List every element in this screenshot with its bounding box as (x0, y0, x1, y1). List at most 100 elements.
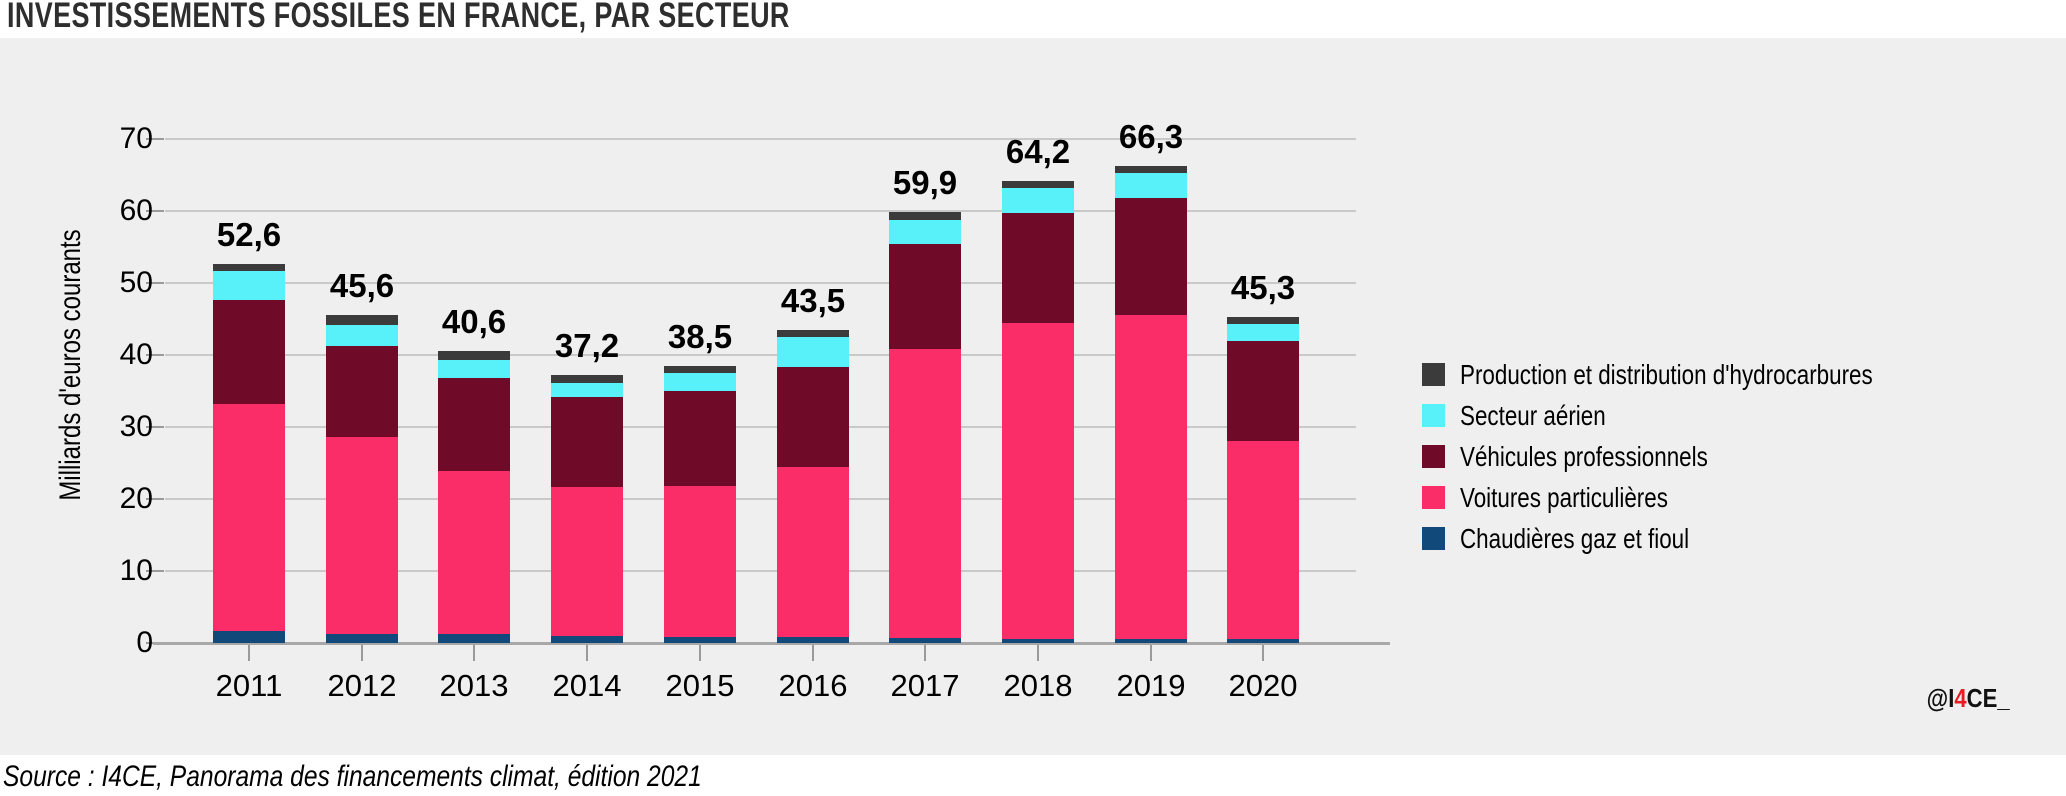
x-tick-2011 (248, 645, 250, 661)
x-tick-2020 (1262, 645, 1264, 661)
legend-item: Voitures particulières (1422, 482, 1976, 513)
watermark: @I4CE_ (1927, 683, 2010, 714)
bar-segment-2019 (1115, 315, 1187, 639)
bar-segment-2016 (777, 367, 849, 467)
legend-label: Voitures particulières (1460, 481, 1668, 513)
x-tick-2015 (699, 645, 701, 661)
y-tick-label-70: 70 (119, 122, 153, 155)
bar-segment-2014 (551, 636, 623, 643)
bar-segment-2011 (213, 631, 285, 643)
bar-segment-2018 (1002, 639, 1074, 643)
x-tick-label-2019: 2019 (1116, 668, 1186, 703)
bar-segment-2016 (777, 337, 849, 367)
bar-segment-2013 (438, 351, 510, 360)
x-tick-label-2012: 2012 (327, 668, 397, 703)
bar-segment-2014 (551, 397, 623, 487)
x-tick-2013 (473, 645, 475, 661)
legend-label: Véhicules professionnels (1460, 440, 1708, 472)
legend-label: Chaudières gaz et fioul (1460, 522, 1690, 554)
bar-segment-2014 (551, 383, 623, 397)
watermark-prefix: @I (1927, 683, 1955, 713)
source-caption: Source : I4CE, Panorama des financements… (3, 760, 702, 793)
x-tick-label-2018: 2018 (1003, 668, 1073, 703)
legend-swatch-icon (1422, 445, 1445, 468)
y-tick-50 (146, 282, 164, 284)
bar-segment-2013 (438, 378, 510, 471)
x-tick-2017 (924, 645, 926, 661)
y-tick-70 (146, 138, 164, 140)
legend-swatch-icon (1422, 527, 1445, 550)
bar-segment-2011 (213, 264, 285, 271)
y-tick-label-50: 50 (119, 266, 153, 299)
x-tick-2018 (1037, 645, 1039, 661)
x-tick-label-2017: 2017 (890, 668, 960, 703)
bar-total-label: 64,2 (1005, 133, 1071, 170)
bar-segment-2019 (1115, 198, 1187, 315)
y-tick-40 (146, 354, 164, 356)
bar-segment-2019 (1115, 173, 1187, 198)
x-tick-2019 (1150, 645, 1152, 661)
x-axis-line (153, 642, 1390, 645)
bar-segment-2011 (213, 271, 285, 300)
bar-segment-2013 (438, 360, 510, 378)
y-tick-label-20: 20 (119, 482, 153, 515)
legend-label: Secteur aérien (1460, 399, 1606, 431)
bar-total-label: 43,5 (780, 282, 846, 319)
gridline-y70 (165, 138, 1356, 140)
y-tick-label-60: 60 (119, 194, 153, 227)
bar-segment-2016 (777, 467, 849, 637)
legend-swatch-icon (1422, 363, 1445, 386)
bar-segment-2018 (1002, 188, 1074, 213)
bar-segment-2015 (664, 366, 736, 373)
bar-segment-2015 (664, 391, 736, 486)
gridline-y20 (165, 498, 1356, 500)
gridline-y10 (165, 570, 1356, 572)
bar-total-label: 45,6 (329, 267, 395, 304)
bar-segment-2012 (326, 634, 398, 643)
y-tick-30 (146, 426, 164, 428)
gridline-y50 (165, 282, 1356, 284)
x-tick-label-2016: 2016 (778, 668, 848, 703)
bar-segment-2011 (213, 404, 285, 631)
legend: Production et distribution d'hydrocarbur… (1422, 359, 1976, 568)
legend-item: Chaudières gaz et fioul (1422, 523, 1976, 554)
y-tick-60 (146, 210, 164, 212)
bar-segment-2017 (889, 220, 961, 244)
bar-segment-2017 (889, 349, 961, 638)
bar-segment-2013 (438, 471, 510, 634)
gridline-y30 (165, 426, 1356, 428)
x-tick-label-2013: 2013 (439, 668, 509, 703)
bar-segment-2019 (1115, 166, 1187, 173)
legend-swatch-icon (1422, 404, 1445, 427)
y-tick-label-40: 40 (119, 338, 153, 371)
bar-segment-2013 (438, 634, 510, 643)
bar-segment-2018 (1002, 213, 1074, 323)
x-tick-2016 (812, 645, 814, 661)
bar-segment-2020 (1227, 341, 1299, 441)
y-tick-label-0: 0 (136, 626, 153, 659)
bar-segment-2012 (326, 325, 398, 346)
x-tick-label-2015: 2015 (665, 668, 735, 703)
y-tick-label-30: 30 (119, 410, 153, 443)
bar-total-label: 59,9 (892, 164, 958, 201)
bar-segment-2018 (1002, 181, 1074, 188)
y-tick-20 (146, 498, 164, 500)
bar-segment-2019 (1115, 639, 1187, 643)
legend-item: Production et distribution d'hydrocarbur… (1422, 359, 1976, 390)
bar-segment-2018 (1002, 323, 1074, 639)
bar-segment-2020 (1227, 441, 1299, 639)
bar-total-label: 52,6 (216, 216, 282, 253)
y-tick-label-10: 10 (119, 554, 153, 587)
bar-segment-2017 (889, 212, 961, 220)
bar-total-label: 66,3 (1118, 118, 1184, 155)
bar-segment-2015 (664, 637, 736, 643)
bar-segment-2020 (1227, 324, 1299, 341)
bar-segment-2012 (326, 437, 398, 634)
chart-title: INVESTISSEMENTS FOSSILES EN FRANCE, PAR … (7, 0, 790, 35)
legend-label: Production et distribution d'hydrocarbur… (1460, 358, 1873, 390)
bar-segment-2012 (326, 346, 398, 437)
bar-segment-2014 (551, 487, 623, 636)
x-tick-label-2011: 2011 (215, 668, 283, 703)
bar-segment-2017 (889, 244, 961, 349)
legend-item: Secteur aérien (1422, 400, 1976, 431)
